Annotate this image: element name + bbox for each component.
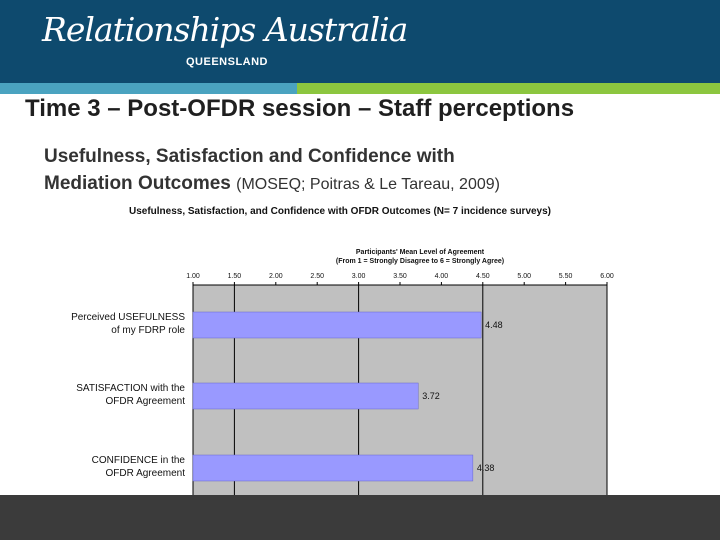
bar-2 [192,454,474,482]
category-label-0-line-1: of my FDRP role [111,325,185,336]
data-label-0: 4.48 [485,320,503,330]
category-label-2-line-1: OFDR Agreement [105,468,185,479]
logo-region: QUEENSLAND [186,56,269,68]
category-label-0-line-0: Perceived USEFULNESS [71,312,185,323]
x-tick-label-2: 2.00 [269,273,283,280]
x-tick-label-9: 5.50 [559,273,573,280]
x-tick-label-0: 1.00 [186,273,200,280]
subtitle-citation: (MOSEQ; Poitras & Le Tareau, 2009) [236,176,500,193]
category-label-1-line-0: SATISFACTION with the [76,383,185,394]
chart: 1.00 1.50 2.00 2.50 3.00 3.50 4.00 4.50 5.00 5.50… [0,200,720,495]
category-label-1-line-1: OFDR Agreement [105,396,185,407]
data-label-2: 4.38 [477,463,495,473]
x-tick-label-3: 2.50 [310,273,324,280]
header-banner: Relationships Australia QUEENSLAND [0,0,720,83]
header-stripe-blue [0,83,297,94]
footer-bar [0,495,720,540]
bar-1 [192,382,419,410]
bar-0 [192,311,482,339]
category-label-0: Perceived USEFULNESS of my FDRP role [50,311,185,337]
slide-title: Time 3 – Post-OFDR session – Staff perce… [25,95,575,122]
slide-subtitle: Usefulness, Satisfaction and Confidence … [44,143,500,198]
chart-plot: 1.00 1.50 2.00 2.50 3.00 3.50 4.00 4.50 5.00 5.50… [186,273,614,495]
x-tick-label-4: 3.00 [352,273,366,280]
x-tick-label-1: 1.50 [228,273,242,280]
subtitle-line-1: Usefulness, Satisfaction and Confidence … [44,146,455,167]
subtitle-bold: Mediation Outcomes [44,173,231,194]
category-label-1: SATISFACTION with the OFDR Agreement [50,382,185,408]
x-tick-label-7: 4.50 [476,273,490,280]
x-tick-label-8: 5.00 [517,273,531,280]
subtitle-line-2: Mediation Outcomes (MOSEQ; Poitras & Le … [44,170,500,198]
chart-title: Usefulness, Satisfaction, and Confidence… [128,206,552,217]
data-label-1: 3.72 [422,391,440,401]
header-stripe-green [297,83,720,94]
x-axis-title-line-2: (From 1 = Strongly Disagree to 6 = Stron… [335,258,505,265]
category-label-2: CONFIDENCE in the OFDR Agreement [50,454,185,480]
x-axis-title: Participants' Mean Level of Agreement (F… [270,248,570,266]
logo: Relationships Australia [42,10,408,49]
x-tick-label-10: 6.00 [600,273,614,280]
x-tick-label-6: 4.00 [435,273,449,280]
x-axis-title-line-1: Participants' Mean Level of Agreement [355,249,485,256]
x-tick-label-5: 3.50 [393,273,407,280]
category-label-2-line-0: CONFIDENCE in the [91,455,185,466]
